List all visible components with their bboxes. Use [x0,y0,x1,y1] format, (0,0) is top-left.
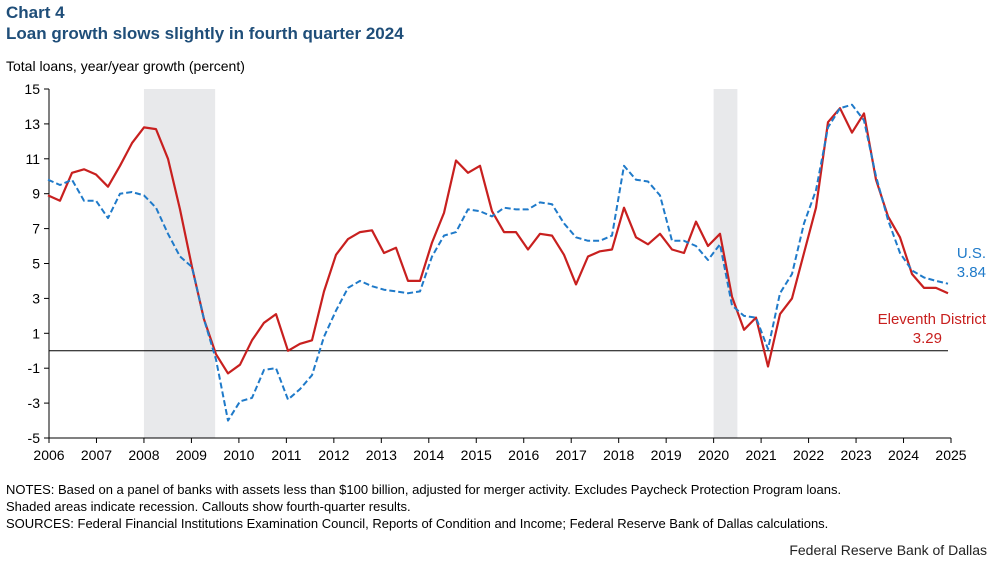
y-tick-label: 7 [32,221,40,237]
x-tick-label: 2019 [651,447,682,463]
series-line-eleventh-district [47,107,949,375]
y-tick-label: -3 [28,395,41,411]
x-tick-label: 2022 [793,447,824,463]
x-tick-label: 2012 [318,447,349,463]
x-tick-label: 2006 [33,447,64,463]
y-axis-label: Total loans, year/year growth (percent) [6,58,245,74]
y-tick-label: 15 [24,81,40,97]
x-tick-label: 2014 [413,447,444,463]
x-tick-label: 2011 [271,447,301,463]
x-tick-label: 2018 [603,447,634,463]
notes-line: NOTES: Based on a panel of banks with as… [6,482,842,497]
y-tick-label: 11 [25,151,40,167]
x-tick-label: 2008 [128,447,159,463]
x-tick-label: 2015 [461,447,492,463]
x-tick-label: 2007 [81,447,112,463]
callout-eleventh-district: 3.29 [913,330,942,347]
y-tick-label: 5 [32,256,40,272]
x-tick-label: 2025 [935,447,966,463]
y-tick-label: -1 [28,360,41,376]
series-label-eleventh-district: Eleventh District [878,311,987,328]
x-tick-label: 2020 [698,447,729,463]
x-tick-label: 2013 [366,447,397,463]
y-tick-label: 13 [24,116,40,132]
y-tick-label: -5 [28,430,41,446]
chart-number: Chart 4 [6,3,65,22]
y-tick-label: 3 [32,290,40,306]
x-tick-label: 2017 [556,447,587,463]
y-tick-label: 1 [32,325,40,341]
sources-line: SOURCES: Federal Financial Institutions … [6,516,829,531]
credit: Federal Reserve Bank of Dallas [789,542,987,558]
notes: NOTES: Based on a panel of banks with as… [6,481,841,532]
x-tick-label: 2009 [176,447,207,463]
y-tick-label: 9 [32,186,40,202]
notes-line: Shaded areas indicate recession. Callout… [6,499,411,514]
x-tick-label: 2023 [840,447,871,463]
chart-title: Loan growth slows slightly in fourth qua… [6,24,404,43]
series-line-us [47,103,949,422]
x-tick-label: 2010 [223,447,254,463]
recession-shade [143,89,216,438]
x-tick-label: 2024 [888,447,919,463]
x-tick-label: 2016 [508,447,539,463]
series-label-us: U.S. [957,245,986,262]
x-tick-label: 2021 [746,447,777,463]
callout-us: 3.84 [957,264,986,281]
